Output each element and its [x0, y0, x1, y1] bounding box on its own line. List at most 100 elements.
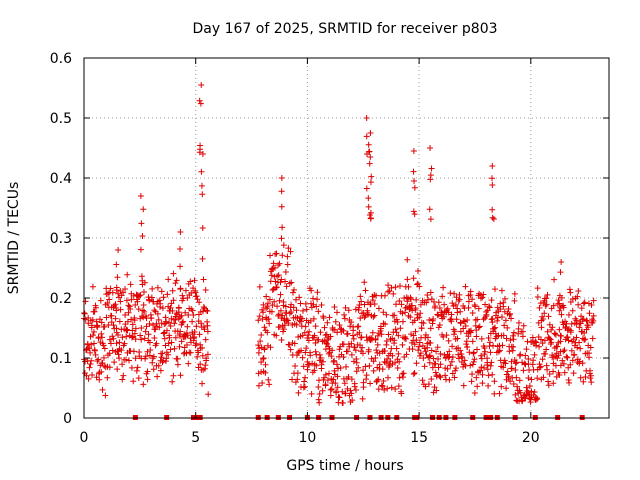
- data-point: [541, 337, 548, 344]
- data-point: [400, 370, 407, 377]
- data-point: [262, 369, 269, 376]
- data-point: [467, 288, 474, 295]
- data-point: [104, 300, 111, 307]
- data-point: [324, 319, 331, 326]
- data-point: [129, 327, 136, 334]
- data-point: [302, 300, 309, 307]
- data-point: [125, 357, 132, 364]
- data-point: [331, 303, 338, 310]
- data-point: [278, 175, 285, 181]
- data-point: [359, 395, 366, 402]
- data-point: [465, 333, 472, 340]
- data-point: [307, 352, 314, 359]
- data-point: [590, 312, 597, 319]
- data-point: [357, 315, 364, 322]
- data-point: [359, 350, 366, 357]
- data-point: [404, 256, 411, 263]
- data-point: [588, 379, 595, 386]
- data-point: [135, 306, 142, 313]
- data-point: [416, 343, 423, 350]
- data-point: [544, 291, 551, 298]
- data-point: [266, 296, 273, 303]
- data-point: [128, 334, 135, 341]
- data-point: [348, 340, 355, 347]
- data-point: [280, 326, 287, 333]
- data-point: [303, 345, 310, 352]
- data-point: [371, 312, 378, 319]
- data-point: [559, 357, 566, 364]
- data-point: [327, 333, 334, 340]
- data-point: [448, 358, 455, 365]
- data-point: [487, 362, 494, 369]
- data-point: [177, 372, 184, 379]
- data-point: [298, 318, 304, 325]
- data-point: [168, 339, 175, 346]
- data-point: [160, 330, 167, 337]
- data-point: [149, 285, 156, 292]
- data-point: [334, 384, 341, 391]
- data-point: [555, 297, 562, 304]
- data-point: [100, 354, 107, 361]
- data-point: [334, 365, 341, 372]
- y-tick-label: 0.1: [50, 351, 72, 367]
- data-point: [517, 389, 524, 396]
- data-point: [93, 323, 100, 330]
- data-point: [175, 304, 182, 311]
- data-point: [508, 365, 515, 372]
- data-point: [177, 286, 184, 293]
- data-point: [174, 361, 181, 368]
- data-point: [427, 289, 434, 296]
- data-point: [569, 357, 576, 364]
- data-point: [88, 357, 95, 364]
- data-point: [433, 387, 440, 394]
- data-point: [158, 288, 165, 295]
- data-point: [398, 388, 405, 395]
- data-point: [265, 315, 272, 322]
- data-point: [270, 260, 277, 267]
- data-point: [86, 345, 93, 352]
- data-point: [318, 301, 325, 308]
- data-point: [268, 272, 275, 279]
- data-point: [378, 331, 385, 338]
- data-point: [177, 313, 184, 320]
- data-point: [518, 394, 525, 401]
- data-point: [370, 358, 377, 365]
- data-point: [342, 304, 349, 311]
- data-point: [427, 172, 434, 179]
- data-point: [348, 319, 355, 326]
- data-point: [134, 364, 141, 371]
- data-point: [199, 380, 206, 387]
- data-point: [443, 332, 450, 339]
- data-point: [468, 378, 475, 385]
- data-point: [489, 163, 496, 169]
- data-point: [396, 358, 403, 365]
- data-point: [149, 355, 156, 362]
- data-point: [413, 337, 420, 344]
- data-point: [272, 278, 279, 285]
- data-point: [162, 342, 169, 349]
- data-point: [454, 335, 461, 342]
- data-point: [379, 383, 386, 390]
- data-point: [388, 345, 395, 352]
- data-point: [457, 308, 464, 315]
- data-point: [475, 305, 482, 312]
- data-point: [269, 302, 276, 309]
- data-point: [168, 315, 175, 322]
- data-point: [407, 294, 414, 301]
- data-point: [81, 310, 88, 317]
- data-point: [118, 292, 125, 299]
- data-point: [396, 298, 403, 305]
- data-point: [385, 331, 392, 338]
- data-point: [421, 363, 428, 370]
- data-point: [282, 269, 289, 276]
- x-tick-label: 10: [298, 430, 316, 446]
- data-point: [581, 336, 588, 343]
- data-point: [463, 338, 470, 345]
- data-point: [523, 346, 530, 353]
- data-point: [586, 310, 593, 317]
- data-point: [166, 334, 173, 341]
- data-point: [373, 292, 380, 299]
- x-tick-label: 0: [80, 430, 89, 446]
- data-point: [410, 275, 417, 282]
- data-point: [124, 271, 131, 278]
